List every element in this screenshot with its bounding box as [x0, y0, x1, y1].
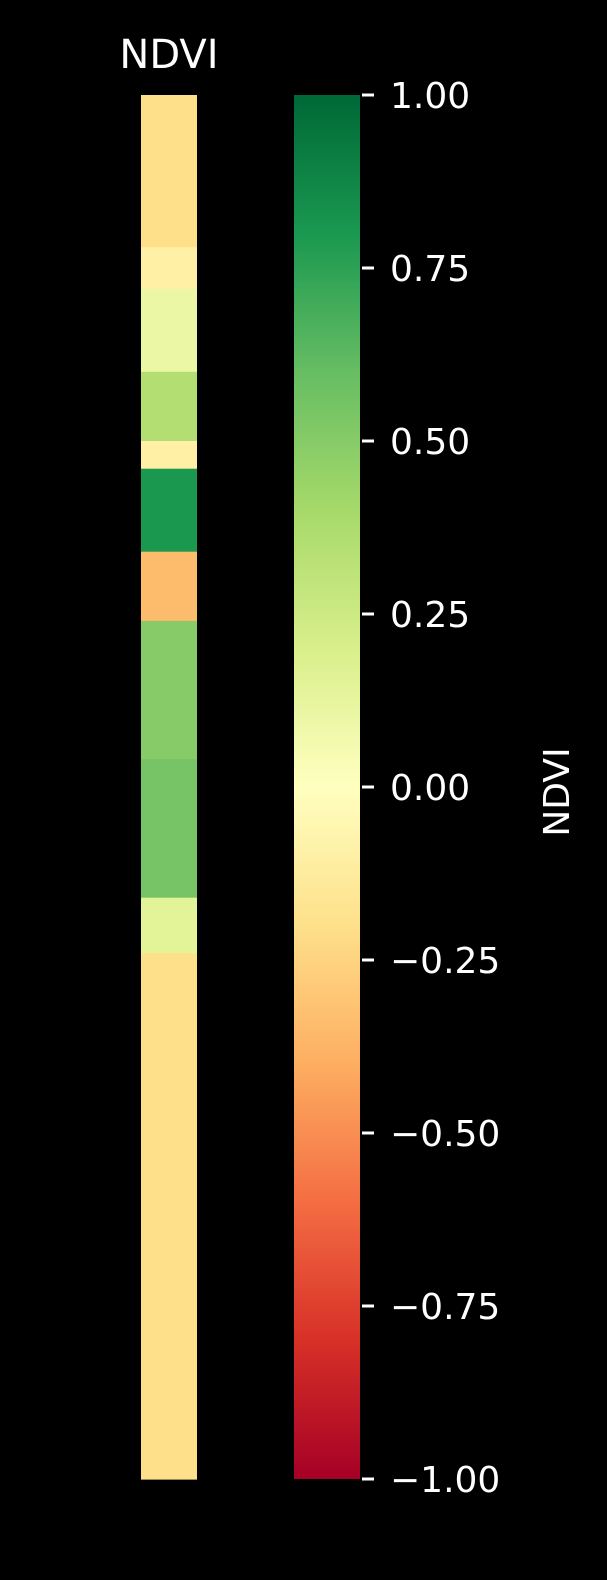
ndvi-strip-segment	[141, 468, 197, 553]
colorbar-tick-label: 0.25	[390, 595, 470, 636]
ndvi-strip-segment	[141, 897, 197, 954]
colorbar-tick-label: −0.50	[390, 1114, 500, 1155]
chart-title: NDVI	[119, 32, 218, 78]
colorbar-tick-label: −1.00	[390, 1460, 500, 1501]
ndvi-strip-segment	[141, 620, 197, 760]
colorbar	[294, 95, 360, 1479]
colorbar-ticks: 1.00 0.75 0.50 0.25 0.00 −0.25 −0.50 −0.75 −1.00	[362, 76, 500, 1501]
ndvi-strip-segment	[141, 247, 197, 290]
colorbar-label: NDVI	[537, 747, 578, 836]
ndvi-strip-segment	[141, 371, 197, 442]
ndvi-strip-segment	[141, 953, 197, 1480]
colorbar-tick-label: 0.75	[390, 249, 470, 290]
ndvi-strip-segment	[141, 288, 197, 373]
ndvi-strip-segment	[141, 551, 197, 622]
colorbar-tick-label: 1.00	[390, 76, 470, 117]
colorbar-tick-label: 0.00	[390, 768, 470, 809]
ndvi-strip-segment	[141, 441, 197, 470]
colorbar-tick-label: −0.25	[390, 941, 500, 982]
ndvi-strip-segment	[141, 95, 197, 248]
ndvi-strip-segment	[141, 759, 197, 899]
colorbar-tick-label: 0.50	[390, 422, 470, 463]
colorbar-tick-label: −0.75	[390, 1287, 500, 1328]
ndvi-image-strip	[141, 95, 197, 1480]
